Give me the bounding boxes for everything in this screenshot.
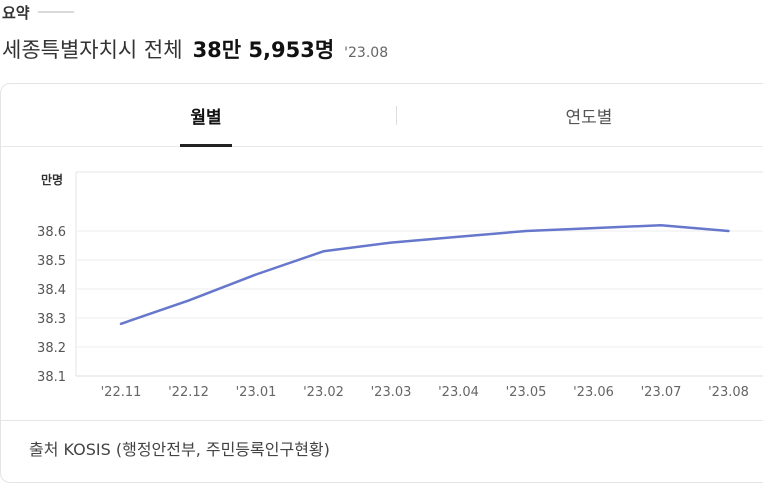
summary-label: 요약: [2, 3, 30, 22]
x-tick-label: '23.01: [236, 385, 277, 400]
tab-yearly[interactable]: 연도별: [565, 107, 613, 128]
region-name: 세종특별자치시 전체: [2, 38, 183, 62]
tab-divider: [396, 106, 397, 125]
population-total: 38만 5,953명: [192, 38, 335, 62]
y-tick-label: 38.2: [37, 341, 66, 356]
y-tick-label: 38.4: [37, 283, 66, 298]
x-tick-label: '23.06: [573, 385, 614, 400]
y-tick-label: 38.6: [37, 225, 66, 240]
reference-date: '23.08: [344, 45, 389, 61]
y-tick-label: 38.3: [37, 312, 66, 327]
x-tick-label: '23.05: [506, 385, 547, 400]
tab-monthly[interactable]: 월별: [190, 107, 222, 128]
x-tick-label: '23.03: [371, 385, 412, 400]
selected-tab-indicator: [180, 144, 232, 147]
x-tick-label: '22.11: [101, 385, 142, 400]
x-tick-label: '22.12: [168, 385, 209, 400]
period-tabs: 월별 연도별: [1, 84, 763, 147]
x-tick-label: '23.02: [303, 385, 344, 400]
y-unit-label: 만명: [41, 172, 63, 187]
population-line-chart: 38.1 38.2 38.3 38.4 38.5 38.6 만명 '22.11 '22.12 '2…: [37, 171, 763, 400]
y-tick-label: 38.5: [37, 254, 66, 269]
x-tick-label: '23.08: [708, 385, 749, 400]
population-chart-card: 월별 연도별 38.1 38.2 38.3 38.4 38.5 38.6 만명 '22.11 '…: [0, 83, 763, 483]
summary-divider-line: [37, 11, 74, 13]
source-divider: [1, 420, 763, 421]
population-headline: 세종특별자치시 전체 38만 5,953명 '23.08: [2, 34, 388, 64]
series-line: [119, 223, 730, 326]
summary-header: 요약: [2, 2, 74, 22]
y-tick-label: 38.1: [37, 370, 66, 385]
source-note: 출처 KOSIS (행정안전부, 주민등록인구현황): [29, 440, 330, 459]
x-tick-label: '23.04: [438, 385, 479, 400]
x-tick-label: '23.07: [641, 385, 682, 400]
